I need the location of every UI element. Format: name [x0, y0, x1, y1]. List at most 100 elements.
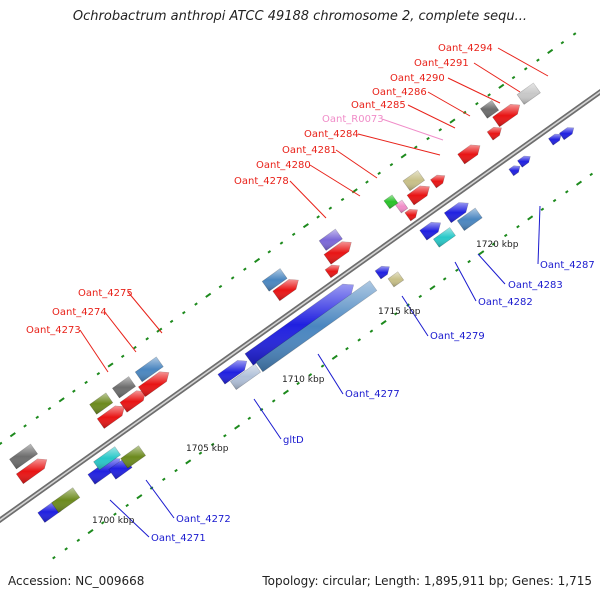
gc-dot	[218, 284, 223, 289]
gene-label-oant-4287[interactable]: Oant_4287	[540, 260, 595, 271]
gc-dot	[589, 172, 594, 177]
gc-dot	[96, 372, 101, 376]
gene-label-oant-4294[interactable]: Oant_4294	[438, 43, 493, 54]
gc-dot	[377, 171, 381, 176]
gene-feature-shade	[112, 376, 136, 398]
gc-dot	[136, 494, 143, 500]
gc-dot	[572, 32, 577, 36]
backbone-highlight	[0, 91, 600, 521]
gc-dot	[125, 503, 129, 508]
gene-feature-shade	[87, 458, 121, 485]
gc-dot	[87, 529, 94, 535]
leader-line	[473, 62, 521, 93]
gene-features[interactable]	[9, 82, 575, 523]
gene-label-oant-4285[interactable]: Oant_4285	[351, 100, 406, 111]
gc-dot	[162, 477, 166, 481]
gc-dot	[475, 101, 479, 106]
gc-dot	[35, 415, 40, 419]
gc-dot	[429, 285, 436, 291]
gene-feature-shade	[487, 127, 502, 141]
leader-line	[79, 329, 109, 373]
gene-label-oant-4279[interactable]: Oant_4279	[430, 331, 485, 342]
gene-label-oant-r0073[interactable]: Oant_R0073	[322, 114, 384, 125]
gc-dot-track	[0, 32, 594, 560]
gc-dot	[107, 362, 114, 368]
leader-line	[103, 310, 137, 353]
gene-feature-shade	[230, 364, 261, 390]
gc-dot	[449, 118, 456, 124]
leader-line	[145, 479, 175, 519]
gene-label-oant-4275[interactable]: Oant_4275	[78, 288, 133, 299]
gc-dot	[438, 128, 443, 132]
gc-dot	[223, 434, 227, 438]
gc-dot	[389, 162, 394, 167]
gene-feature-shade	[375, 266, 390, 279]
gc-dot	[400, 153, 407, 159]
label-leader-lines	[79, 47, 549, 538]
gene-label-oant-4291[interactable]: Oant_4291	[414, 58, 469, 69]
gene-label-oant-4271[interactable]: Oant_4271	[151, 533, 206, 544]
upper-gene-labels[interactable]: Oant_4294 Oant_4291 Oant_4290 Oant_4286 …	[26, 43, 493, 336]
gene-label-oant-4272[interactable]: Oant_4272	[176, 514, 231, 525]
gene-feature-shade	[492, 104, 520, 127]
gene-feature-shade	[97, 405, 125, 429]
gene-feature-shade	[89, 392, 113, 415]
gene-label-oant-4277[interactable]: Oant_4277	[345, 389, 400, 400]
gene-label-oant-4278[interactable]: Oant_4278	[234, 176, 289, 187]
gene-label-oant-4280[interactable]: Oant_4280	[256, 160, 311, 171]
gene-feature-shade	[508, 165, 520, 176]
gene-label-oant-4286[interactable]: Oant_4286	[372, 87, 427, 98]
leader-line	[289, 180, 327, 219]
gene-feature-shade	[404, 209, 418, 221]
leader-line	[317, 353, 344, 395]
gene-label-oant-4283[interactable]: Oant_4283	[508, 280, 563, 291]
leader-line	[357, 133, 441, 156]
leader-line	[537, 205, 541, 265]
gc-dot	[185, 459, 192, 465]
gene-label-oant-4282[interactable]: Oant_4282	[478, 297, 533, 308]
leader-line	[381, 118, 444, 141]
gene-feature-shade	[120, 445, 146, 469]
gc-dot	[76, 538, 81, 542]
gc-dot	[565, 190, 569, 194]
gene-label-oant-4284[interactable]: Oant_4284	[304, 129, 359, 140]
gc-dot	[328, 206, 333, 210]
gc-dot	[320, 364, 325, 368]
gc-dot	[133, 345, 137, 350]
gene-feature-shade	[217, 360, 247, 385]
gene-label-oant-4281[interactable]: Oant_4281	[282, 145, 337, 156]
gc-dot	[243, 267, 247, 271]
gc-dot	[230, 276, 235, 280]
gene-feature-shade	[457, 208, 483, 231]
gc-dot	[47, 406, 52, 411]
gene-feature-shade	[324, 241, 352, 265]
leader-line	[127, 291, 163, 334]
gc-dot	[182, 311, 186, 315]
gc-dot	[100, 521, 105, 525]
gene-feature-shade	[138, 371, 169, 397]
leader-line	[497, 47, 549, 77]
lower-gene-labels[interactable]: Oant_4287 Oant_4283 Oant_4282 Oant_4279 …	[151, 260, 595, 544]
gene-label-oant-4290[interactable]: Oant_4290	[390, 73, 445, 84]
gene-feature-shade	[16, 458, 47, 484]
gc-dot	[552, 198, 557, 203]
tick-label-1720: 1720 kbp	[476, 240, 519, 250]
gene-feature-shade	[325, 265, 340, 278]
gene-feature-shade	[517, 83, 541, 105]
gc-dot	[234, 424, 241, 430]
gc-dot	[64, 547, 68, 551]
gc-dot	[296, 381, 300, 386]
gene-label-gltd[interactable]: gltD	[283, 435, 304, 446]
gc-dot	[487, 93, 491, 97]
gene-feature-shade	[433, 227, 456, 248]
leader-line	[253, 398, 282, 440]
gc-dot	[194, 302, 198, 306]
gene-feature-shade	[559, 127, 574, 140]
gc-dot	[0, 441, 3, 446]
gc-dot	[503, 233, 508, 238]
gc-dot	[540, 207, 545, 211]
gene-label-oant-4274[interactable]: Oant_4274	[52, 307, 107, 318]
gene-label-oant-4273[interactable]: Oant_4273	[26, 325, 81, 336]
gene-feature-shade	[430, 175, 445, 188]
